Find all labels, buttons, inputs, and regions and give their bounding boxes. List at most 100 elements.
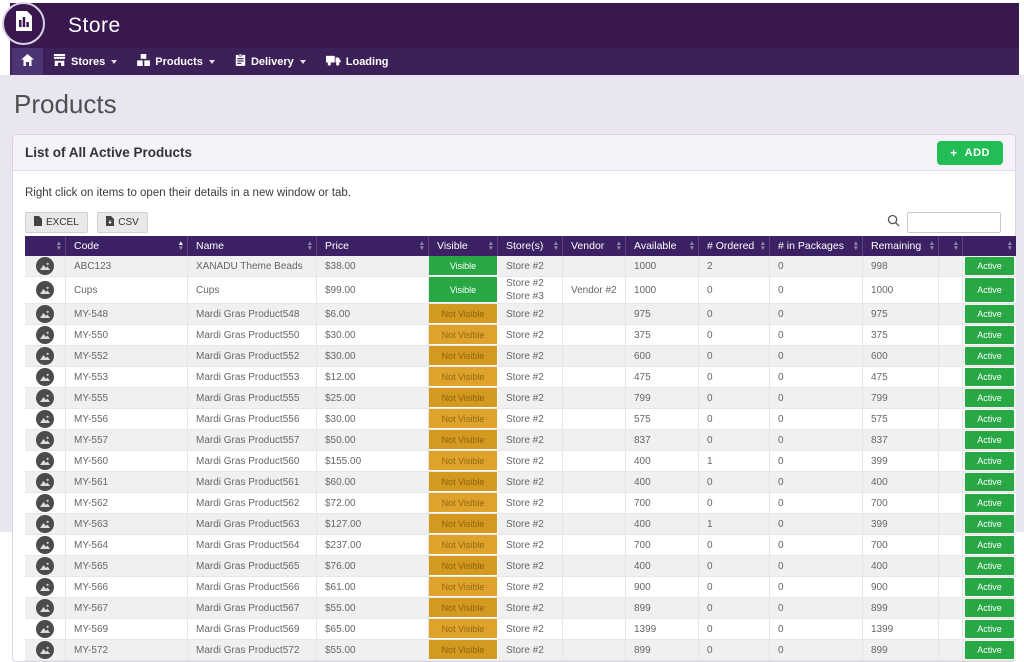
search-input[interactable]	[907, 212, 1001, 233]
cell-in-packages: 0	[770, 556, 863, 576]
active-status-button[interactable]: Active	[965, 347, 1014, 365]
visibility-badge[interactable]: Visible	[429, 256, 498, 276]
export-csv-button[interactable]: CSV	[97, 212, 148, 233]
column-header-visible[interactable]: Visible ▲ ▼	[429, 236, 498, 256]
product-image-icon	[36, 641, 54, 659]
column-header-store-s[interactable]: Store(s) ▲ ▼	[498, 236, 563, 256]
active-status-button[interactable]: Active	[965, 368, 1014, 386]
visibility-badge[interactable]: Not Visible	[429, 619, 498, 639]
table-row[interactable]: MY-548 Mardi Gras Product548 $6.00 Not Visi…	[25, 304, 1016, 325]
cell-status: Active	[963, 619, 1016, 639]
cell-code: MY-567	[66, 598, 188, 618]
cell-stores: Store #2	[498, 256, 563, 276]
table-row[interactable]: Cups Cups $99.00 Visible Store #2 Store #3 Ven…	[25, 277, 1016, 304]
table-row[interactable]: MY-556 Mardi Gras Product556 $30.00 Not Vis…	[25, 409, 1016, 430]
column-header-code[interactable]: Code ▲ ▼	[66, 236, 188, 256]
active-status-button[interactable]: Active	[965, 389, 1014, 407]
column-header-blank-0[interactable]: ▲ ▼	[25, 236, 66, 256]
column-header-blank-11[interactable]: ▲ ▼	[939, 236, 963, 256]
active-status-button[interactable]: Active	[965, 620, 1014, 638]
active-status-button[interactable]: Active	[965, 410, 1014, 428]
cell-name: Mardi Gras Product553	[188, 367, 317, 387]
cell-ordered: 0	[699, 367, 770, 387]
cell-ordered: 1	[699, 451, 770, 471]
table-row[interactable]: MY-557 Mardi Gras Product557 $50.00 Not Vis…	[25, 430, 1016, 451]
table-row[interactable]: MY-553 Mardi Gras Product553 $12.00 Not Vis…	[25, 367, 1016, 388]
visibility-badge[interactable]: Not Visible	[429, 556, 498, 576]
column-label: # in Packages	[778, 240, 844, 252]
table-row[interactable]: MY-569 Mardi Gras Product569 $65.00 Not Vis…	[25, 619, 1016, 640]
active-status-button[interactable]: Active	[965, 494, 1014, 512]
nav-item-loading[interactable]: Loading	[316, 48, 399, 75]
table-row[interactable]: MY-555 Mardi Gras Product555 $25.00 Not Vis…	[25, 388, 1016, 409]
visibility-badge[interactable]: Not Visible	[429, 598, 498, 618]
cell-code: MY-557	[66, 430, 188, 450]
table-row[interactable]: MY-550 Mardi Gras Product550 $30.00 Not Vis…	[25, 325, 1016, 346]
visibility-badge[interactable]: Not Visible	[429, 493, 498, 513]
table-row[interactable]: MY-572 Mardi Gras Product572 $55.00 Not Vis…	[25, 640, 1016, 661]
table-row[interactable]: MY-560 Mardi Gras Product560 $155.00 Not Vi…	[25, 451, 1016, 472]
table-row[interactable]: MY-567 Mardi Gras Product567 $55.00 Not Vis…	[25, 598, 1016, 619]
product-image-icon	[36, 305, 54, 323]
visibility-badge[interactable]: Not Visible	[429, 304, 498, 324]
visibility-badge[interactable]: Not Visible	[429, 451, 498, 471]
active-status-button[interactable]: Active	[965, 641, 1014, 659]
active-status-button[interactable]: Active	[965, 452, 1014, 470]
active-status-button[interactable]: Active	[965, 305, 1014, 323]
visibility-badge[interactable]: Not Visible	[429, 325, 498, 345]
visibility-badge[interactable]: Not Visible	[429, 514, 498, 534]
active-status-button[interactable]: Active	[965, 599, 1014, 617]
visibility-badge[interactable]: Visible	[429, 277, 498, 303]
visibility-badge[interactable]: Not Visible	[429, 367, 498, 387]
active-status-button[interactable]: Active	[965, 431, 1014, 449]
nav-item-stores[interactable]: Stores	[43, 48, 127, 75]
cell-ordered: 0	[699, 304, 770, 324]
column-header-remaining[interactable]: Remaining ▲ ▼	[863, 236, 939, 256]
visibility-badge[interactable]: Not Visible	[429, 640, 498, 660]
table-row[interactable]: MY-566 Mardi Gras Product566 $61.00 Not Vis…	[25, 577, 1016, 598]
active-status-button[interactable]: Active	[965, 257, 1014, 275]
column-header-vendor[interactable]: Vendor ▲ ▼	[563, 236, 626, 256]
sort-carets-icon: ▲ ▼	[1006, 240, 1013, 252]
nav-item-delivery[interactable]: Delivery	[225, 48, 316, 75]
cell-status: Active	[963, 256, 1016, 276]
table-row[interactable]: MY-552 Mardi Gras Product552 $30.00 Not Vis…	[25, 346, 1016, 367]
visibility-badge[interactable]: Not Visible	[429, 346, 498, 366]
cell-code: MY-550	[66, 325, 188, 345]
store-name: Store #3	[506, 291, 544, 302]
active-status-button[interactable]: Active	[965, 473, 1014, 491]
active-status-button[interactable]: Active	[965, 278, 1014, 302]
table-row[interactable]: MY-561 Mardi Gras Product561 $60.00 Not Vis…	[25, 472, 1016, 493]
table-row[interactable]: ABC123 XANADU Theme Beads $38.00 Visible Sto…	[25, 256, 1016, 277]
store-name: Store #2	[506, 413, 544, 425]
column-header-available[interactable]: Available ▲ ▼	[626, 236, 699, 256]
table-row[interactable]: MY-562 Mardi Gras Product562 $72.00 Not Vis…	[25, 493, 1016, 514]
add-button[interactable]: + ADD	[937, 140, 1003, 165]
visibility-badge[interactable]: Not Visible	[429, 409, 498, 429]
visibility-badge[interactable]: Not Visible	[429, 577, 498, 597]
active-status-button[interactable]: Active	[965, 557, 1014, 575]
active-status-button[interactable]: Active	[965, 515, 1014, 533]
active-status-button[interactable]: Active	[965, 536, 1014, 554]
visibility-badge[interactable]: Not Visible	[429, 472, 498, 492]
visibility-badge[interactable]: Not Visible	[429, 535, 498, 555]
visibility-badge[interactable]: Not Visible	[429, 430, 498, 450]
cell-code: MY-562	[66, 493, 188, 513]
nav-item-home[interactable]	[12, 48, 43, 75]
export-excel-button[interactable]: EXCEL	[25, 212, 88, 233]
table-row[interactable]: MY-565 Mardi Gras Product565 $76.00 Not Vis…	[25, 556, 1016, 577]
table-row[interactable]: MY-564 Mardi Gras Product564 $237.00 Not Vi…	[25, 535, 1016, 556]
nav-item-products[interactable]: Products	[127, 48, 225, 75]
column-header-ordered[interactable]: # Ordered ▲ ▼	[699, 236, 770, 256]
column-header-in-packages[interactable]: # in Packages ▲ ▼	[770, 236, 863, 256]
column-header-price[interactable]: Price ▲ ▼	[317, 236, 429, 256]
cell-available: 575	[626, 409, 699, 429]
column-header-name[interactable]: Name ▲ ▼	[188, 236, 317, 256]
products-table: ▲ ▼ Code ▲ ▼ Name ▲ ▼ Price ▲ ▼ Visible ▲ ▼ Store(s) ▲ ▼…	[25, 236, 1016, 661]
column-label: # Ordered	[707, 240, 755, 252]
active-status-button[interactable]: Active	[965, 326, 1014, 344]
visibility-badge[interactable]: Not Visible	[429, 388, 498, 408]
app-logo[interactable]	[2, 2, 45, 45]
column-header-blank-12[interactable]: ▲ ▼	[963, 236, 1016, 256]
active-status-button[interactable]: Active	[965, 578, 1014, 596]
